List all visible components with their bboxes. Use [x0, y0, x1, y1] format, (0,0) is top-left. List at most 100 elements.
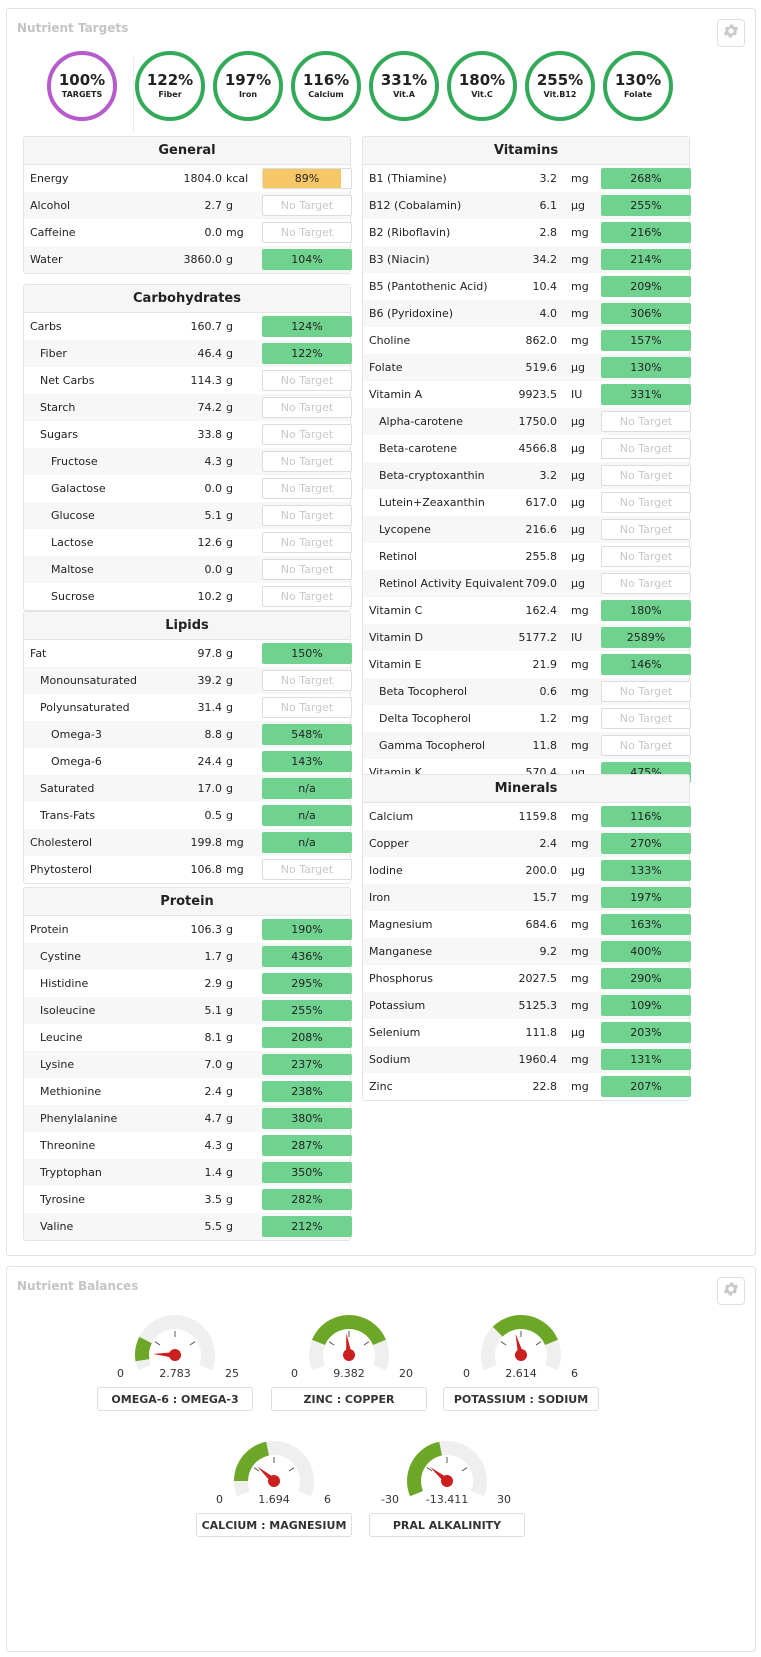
nutrient-row[interactable]: Energy 1804.0 kcal 89% — [24, 165, 352, 192]
nutrient-row[interactable]: B1 (Thiamine) 3.2 mg 268% — [363, 165, 691, 192]
nutrient-row[interactable]: Fructose 4.3 g No Target — [24, 448, 352, 475]
nutrient-row[interactable]: Beta Tocopherol 0.6 mg No Target — [363, 678, 691, 705]
target-bar[interactable]: No Target — [601, 465, 691, 486]
target-circle[interactable]: 100% TARGETS — [47, 51, 117, 121]
nutrient-row[interactable]: Valine 5.5 g 212% — [24, 1213, 352, 1240]
target-bar[interactable]: 116% — [601, 806, 691, 827]
balance-gauge[interactable]: 0 6 2.614 POTASSIUM : SODIUM — [443, 1307, 599, 1415]
target-bar[interactable]: No Target — [262, 697, 352, 718]
nutrient-row[interactable]: Leucine 8.1 g 208% — [24, 1024, 352, 1051]
target-bar[interactable]: No Target — [262, 505, 352, 526]
target-bar[interactable]: No Target — [601, 411, 691, 432]
target-bar[interactable]: No Target — [262, 586, 352, 607]
target-bar[interactable]: No Target — [601, 573, 691, 594]
target-bar[interactable]: 203% — [601, 1022, 691, 1043]
target-bar[interactable]: No Target — [601, 708, 691, 729]
nutrient-row[interactable]: Zinc 22.8 mg 207% — [363, 1073, 691, 1100]
nutrient-row[interactable]: Magnesium 684.6 mg 163% — [363, 911, 691, 938]
nutrient-row[interactable]: Maltose 0.0 g No Target — [24, 556, 352, 583]
target-bar[interactable]: 124% — [262, 316, 352, 337]
nutrient-row[interactable]: Iron 15.7 mg 197% — [363, 884, 691, 911]
nutrient-row[interactable]: Vitamin E 21.9 mg 146% — [363, 651, 691, 678]
target-bar[interactable]: 133% — [601, 860, 691, 881]
target-bar[interactable]: n/a — [262, 778, 352, 799]
target-bar[interactable]: 255% — [601, 195, 691, 216]
target-bar[interactable]: 290% — [601, 968, 691, 989]
nutrient-row[interactable]: Sugars 33.8 g No Target — [24, 421, 352, 448]
target-bar[interactable]: 209% — [601, 276, 691, 297]
target-bar[interactable]: 287% — [262, 1135, 352, 1156]
target-bar[interactable]: No Target — [262, 397, 352, 418]
nutrient-row[interactable]: Choline 862.0 mg 157% — [363, 327, 691, 354]
target-bar[interactable]: 237% — [262, 1054, 352, 1075]
nutrient-row[interactable]: Delta Tocopherol 1.2 mg No Target — [363, 705, 691, 732]
target-circle[interactable]: 255% Vit.B12 — [525, 51, 595, 121]
target-bar[interactable]: 190% — [262, 919, 352, 940]
nutrient-row[interactable]: Methionine 2.4 g 238% — [24, 1078, 352, 1105]
target-bar[interactable]: n/a — [262, 805, 352, 826]
nutrient-row[interactable]: Vitamin A 9923.5 IU 331% — [363, 381, 691, 408]
target-bar[interactable]: 208% — [262, 1027, 352, 1048]
nutrient-row[interactable]: Caffeine 0.0 mg No Target — [24, 219, 352, 246]
nutrient-row[interactable]: Folate 519.6 µg 130% — [363, 354, 691, 381]
nutrient-row[interactable]: Water 3860.0 g 104% — [24, 246, 352, 273]
target-bar[interactable]: 89% — [262, 168, 352, 189]
gauge-label[interactable]: OMEGA-6 : OMEGA-3 — [97, 1387, 253, 1411]
nutrient-row[interactable]: Beta-cryptoxanthin 3.2 µg No Target — [363, 462, 691, 489]
target-bar[interactable]: 216% — [601, 222, 691, 243]
target-bar[interactable]: 238% — [262, 1081, 352, 1102]
target-bar[interactable]: No Target — [262, 670, 352, 691]
target-circle[interactable]: 130% Folate — [603, 51, 673, 121]
nutrient-row[interactable]: Lutein+Zeaxanthin 617.0 µg No Target — [363, 489, 691, 516]
nutrient-row[interactable]: Copper 2.4 mg 270% — [363, 830, 691, 857]
target-bar[interactable]: 2589% — [601, 627, 691, 648]
target-bar[interactable]: 163% — [601, 914, 691, 935]
nutrient-row[interactable]: Tyrosine 3.5 g 282% — [24, 1186, 352, 1213]
nutrient-row[interactable]: Selenium 111.8 µg 203% — [363, 1019, 691, 1046]
target-bar[interactable]: n/a — [262, 832, 352, 853]
nutrient-row[interactable]: Vitamin C 162.4 mg 180% — [363, 597, 691, 624]
gauge-label[interactable]: CALCIUM : MAGNESIUM — [196, 1513, 352, 1537]
target-bar[interactable]: No Target — [601, 546, 691, 567]
nutrient-row[interactable]: Isoleucine 5.1 g 255% — [24, 997, 352, 1024]
nutrient-row[interactable]: Lysine 7.0 g 237% — [24, 1051, 352, 1078]
nutrient-row[interactable]: Glucose 5.1 g No Target — [24, 502, 352, 529]
nutrient-row[interactable]: Omega-3 8.8 g 548% — [24, 721, 352, 748]
target-bar[interactable]: 400% — [601, 941, 691, 962]
target-bar[interactable]: 548% — [262, 724, 352, 745]
target-bar[interactable]: No Target — [601, 438, 691, 459]
nutrient-row[interactable]: Histidine 2.9 g 295% — [24, 970, 352, 997]
target-bar[interactable]: 380% — [262, 1108, 352, 1129]
gauge-label[interactable]: PRAL ALKALINITY — [369, 1513, 525, 1537]
balance-gauge[interactable]: 0 25 2.783 OMEGA-6 : OMEGA-3 — [97, 1307, 253, 1415]
target-circle[interactable]: 331% Vit.A — [369, 51, 439, 121]
target-bar[interactable]: No Target — [601, 492, 691, 513]
target-bar[interactable]: No Target — [262, 859, 352, 880]
nutrient-row[interactable]: Lycopene 216.6 µg No Target — [363, 516, 691, 543]
nutrient-row[interactable]: Net Carbs 114.3 g No Target — [24, 367, 352, 394]
target-bar[interactable]: No Target — [262, 532, 352, 553]
nutrient-row[interactable]: Gamma Tocopherol 11.8 mg No Target — [363, 732, 691, 759]
target-bar[interactable]: No Target — [262, 478, 352, 499]
target-circle[interactable]: 180% Vit.C — [447, 51, 517, 121]
nutrient-row[interactable]: Alpha-carotene 1750.0 µg No Target — [363, 408, 691, 435]
nutrient-row[interactable]: Omega-6 24.4 g 143% — [24, 748, 352, 775]
target-bar[interactable]: 104% — [262, 249, 352, 270]
target-bar[interactable]: No Target — [601, 681, 691, 702]
target-bar[interactable]: 180% — [601, 600, 691, 621]
nutrient-row[interactable]: Monounsaturated 39.2 g No Target — [24, 667, 352, 694]
nutrient-row[interactable]: Potassium 5125.3 mg 109% — [363, 992, 691, 1019]
target-bar[interactable]: 150% — [262, 643, 352, 664]
target-bar[interactable]: 157% — [601, 330, 691, 351]
nutrient-row[interactable]: Threonine 4.3 g 287% — [24, 1132, 352, 1159]
gauge-label[interactable]: POTASSIUM : SODIUM — [443, 1387, 599, 1411]
target-bar[interactable]: 122% — [262, 343, 352, 364]
target-bar[interactable]: No Target — [262, 451, 352, 472]
target-bar[interactable]: 350% — [262, 1162, 352, 1183]
nutrient-row[interactable]: B3 (Niacin) 34.2 mg 214% — [363, 246, 691, 273]
target-bar[interactable]: 146% — [601, 654, 691, 675]
nutrient-row[interactable]: B5 (Pantothenic Acid) 10.4 mg 209% — [363, 273, 691, 300]
target-circle[interactable]: 197% Iron — [213, 51, 283, 121]
target-bar[interactable]: 331% — [601, 384, 691, 405]
balance-gauge[interactable]: -30 30 -13.411 PRAL ALKALINITY — [369, 1433, 525, 1541]
